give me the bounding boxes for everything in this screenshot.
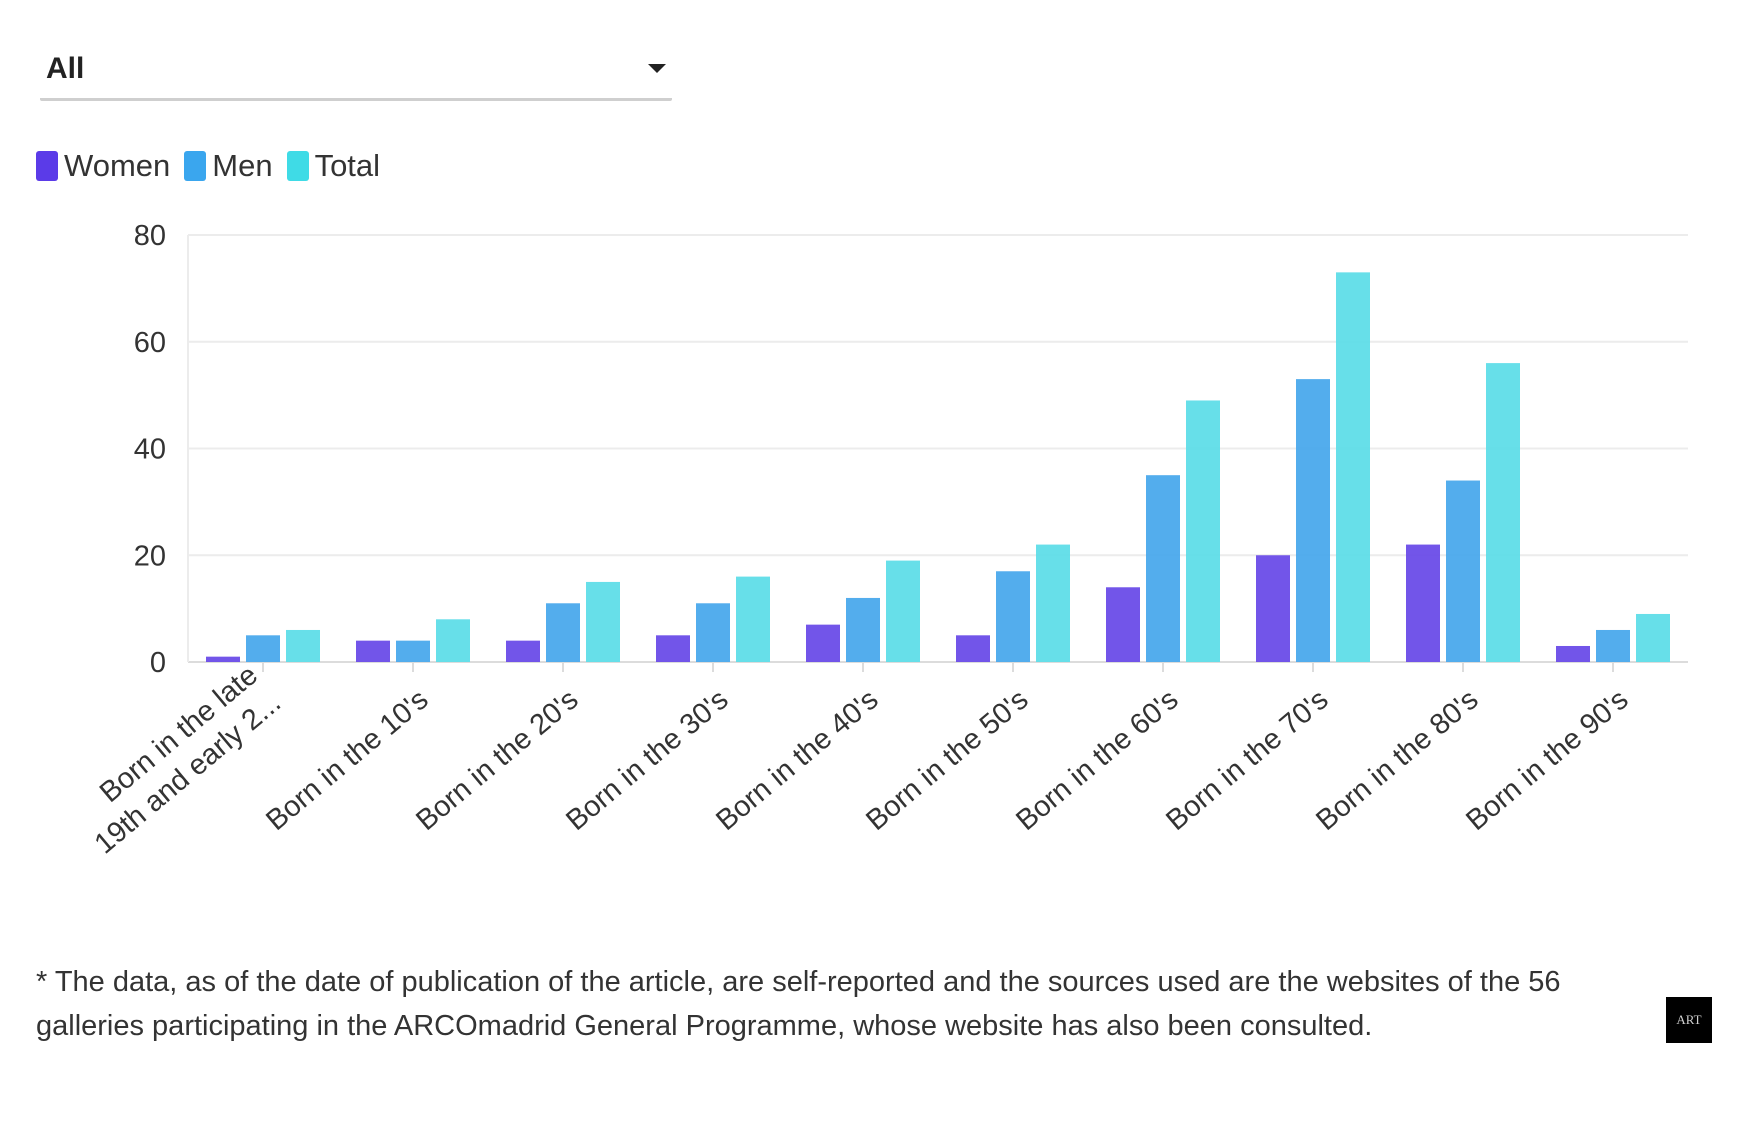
bar-total (586, 581, 620, 662)
bar-men (996, 571, 1030, 662)
x-tick-label: Born in the 20's (410, 684, 584, 837)
bar-women (956, 635, 990, 662)
y-tick-label: 60 (134, 327, 166, 359)
legend-swatch-total (286, 151, 309, 181)
bar-women (806, 624, 840, 662)
bar-men (1596, 629, 1630, 662)
chart-legend: Women Men Total (36, 148, 394, 184)
bar-women (506, 640, 540, 662)
x-tick-label-line: Born in the 20's (410, 684, 584, 837)
legend-label-women: Women (64, 148, 171, 183)
x-tick-label: Born in the 50's (860, 684, 1034, 837)
chevron-down-icon[interactable] (648, 64, 666, 73)
x-tick-label: Born in the 80's (1310, 684, 1484, 837)
bar-men (246, 635, 280, 662)
bar-total (1636, 613, 1670, 662)
y-tick-label: 0 (150, 647, 166, 679)
bar-women (656, 635, 690, 662)
bar-total (1036, 544, 1070, 662)
x-tick-label: Born in the 40's (710, 684, 884, 837)
bar-men (1446, 480, 1480, 662)
x-tick-label: Born in the 10's (260, 684, 434, 837)
x-tick-label: Born in the late19th and early 2... (66, 659, 288, 860)
x-tick-label-line: Born in the 40's (710, 684, 884, 837)
bar-total (736, 576, 770, 662)
x-tick-label: Born in the 70's (1160, 684, 1334, 837)
bar-men (396, 640, 430, 662)
bar-total (286, 629, 320, 662)
x-tick-label-line: Born in the 80's (1310, 684, 1484, 837)
dropdown-selected-value: All (46, 52, 85, 85)
legend-item-total[interactable]: Total (286, 148, 381, 184)
bar-men (546, 603, 580, 662)
bar-chart: 0 20 40 60 80 Born in the late19th and early … (66, 220, 1688, 860)
bar-men (846, 597, 880, 662)
x-tick-label-line: Born in the 30's (560, 684, 734, 837)
bar-women (356, 640, 390, 662)
x-tick-label: Born in the 30's (560, 684, 734, 837)
x-tick-label-line: Born in the 50's (860, 684, 1034, 837)
x-tick-label-line: Born in the 70's (1160, 684, 1334, 837)
bar-women (1406, 544, 1440, 662)
category-dropdown[interactable]: All (40, 42, 672, 101)
bar-total (1336, 272, 1370, 662)
legend-label-men: Men (212, 148, 273, 183)
y-tick-label: 20 (134, 540, 166, 572)
legend-swatch-men (184, 151, 207, 181)
bar-men (1296, 379, 1330, 662)
legend-label-total: Total (314, 148, 381, 183)
y-tick-label: 40 (134, 434, 166, 466)
bar-total (436, 619, 470, 662)
footnote: * The data, as of the date of publicatio… (36, 966, 1561, 1042)
bar-total (1186, 400, 1220, 662)
legend-item-women[interactable]: Women (36, 148, 170, 184)
y-tick-label: 80 (134, 220, 166, 252)
bar-men (696, 603, 730, 662)
bar-men (1146, 475, 1180, 662)
bar-women (1106, 587, 1140, 662)
x-tick-label-line: Born in the 10's (260, 684, 434, 837)
x-tick-label: Born in the 60's (1010, 684, 1184, 837)
art-logo: ART (1666, 997, 1712, 1043)
bar-total (1486, 363, 1520, 662)
legend-swatch-women (36, 151, 58, 181)
bar-women (206, 656, 240, 662)
bar-women (1256, 555, 1290, 662)
x-tick-label: Born in the 90's (1460, 684, 1634, 837)
x-tick-label-line: Born in the 90's (1460, 684, 1634, 837)
x-tick-label-line: Born in the 60's (1010, 684, 1184, 837)
bar-total (886, 560, 920, 662)
legend-item-men[interactable]: Men (184, 148, 273, 184)
bar-women (1556, 645, 1590, 662)
